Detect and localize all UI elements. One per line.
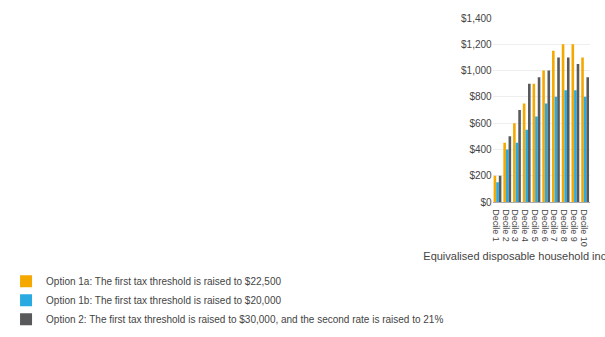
svg-text:Decile 8: Decile 8 (559, 209, 569, 242)
svg-text:$800: $800 (469, 91, 492, 102)
svg-text:Decile 7: Decile 7 (549, 209, 559, 242)
svg-text:$1,000: $1,000 (461, 65, 492, 76)
svg-text:$400: $400 (469, 144, 492, 155)
svg-text:$200: $200 (469, 170, 492, 181)
svg-text:Decile 5: Decile 5 (530, 209, 540, 242)
svg-text:Decile 1: Decile 1 (491, 209, 501, 242)
svg-text:Option 2: The first tax thresh: Option 2: The first tax threshold is rai… (46, 314, 443, 325)
svg-text:Decile 3: Decile 3 (510, 209, 520, 242)
svg-text:Decile 10: Decile 10 (579, 209, 589, 247)
svg-text:$0: $0 (481, 197, 493, 208)
svg-text:Option 1b: The first tax thres: Option 1b: The first tax threshold is ra… (46, 295, 281, 306)
svg-text:$1,200: $1,200 (461, 39, 492, 50)
svg-text:Option 1a: The first tax thres: Option 1a: The first tax threshold is ra… (46, 276, 281, 287)
svg-text:$600: $600 (469, 118, 492, 129)
svg-text:Decile 2: Decile 2 (501, 209, 511, 242)
svg-text:$1,400: $1,400 (461, 13, 492, 24)
svg-text:Decile 6: Decile 6 (540, 209, 550, 242)
svg-text:Decile 4: Decile 4 (520, 209, 530, 242)
svg-text:Decile 9: Decile 9 (569, 209, 579, 242)
svg-text:Equivalised disposable househo: Equivalised disposable household income … (423, 250, 605, 262)
